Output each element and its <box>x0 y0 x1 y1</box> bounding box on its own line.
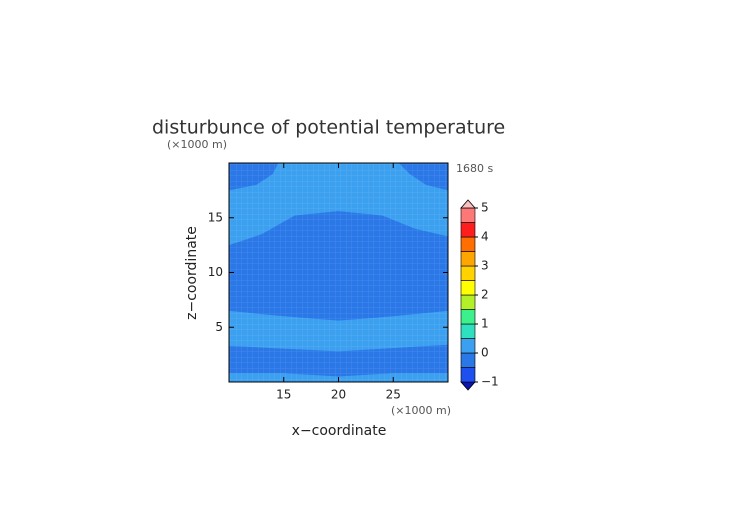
colorbar-box <box>460 265 476 281</box>
y-tick-label: 10 <box>208 265 223 279</box>
colorbar-box <box>460 207 476 223</box>
chart-title: disturbunce of potential temperature <box>152 117 505 139</box>
colorbar-tick-label: 3 <box>481 259 489 273</box>
colorbar-box <box>460 323 476 339</box>
colorbar-box <box>460 352 476 368</box>
colorbar-box <box>460 280 476 296</box>
time-label: 1680 s <box>456 162 493 175</box>
y-tick-label: 15 <box>208 210 223 224</box>
x-unit-label: (×1000 m) <box>391 404 451 417</box>
colorbar-under <box>460 381 476 391</box>
colorbar-box <box>460 367 476 383</box>
x-tick-label: 20 <box>331 388 346 402</box>
colorbar-over <box>460 199 476 209</box>
colorbar-box <box>460 236 476 252</box>
x-tick-label: 15 <box>276 388 291 402</box>
colorbar-box <box>460 338 476 354</box>
colorbar-tick-label: 5 <box>481 201 489 215</box>
colorbar-box <box>460 294 476 310</box>
colorbar-box <box>460 222 476 238</box>
colorbar-tick-label: −1 <box>481 375 499 389</box>
colorbar-tick-label: 1 <box>481 317 489 331</box>
colorbar-tick-label: 2 <box>481 288 489 302</box>
colorbar-tick-label: 0 <box>481 346 489 360</box>
mesh <box>229 163 448 382</box>
y-tick-label: 5 <box>215 320 223 334</box>
colorbar-box <box>460 251 476 267</box>
x-axis-label: x−coordinate <box>292 423 387 439</box>
x-tick-label: 25 <box>386 388 401 402</box>
colorbar-tick-label: 4 <box>481 230 489 244</box>
colorbar-box <box>460 309 476 325</box>
y-unit-label: (×1000 m) <box>167 138 227 151</box>
y-axis-label: z−coordinate <box>184 226 200 320</box>
